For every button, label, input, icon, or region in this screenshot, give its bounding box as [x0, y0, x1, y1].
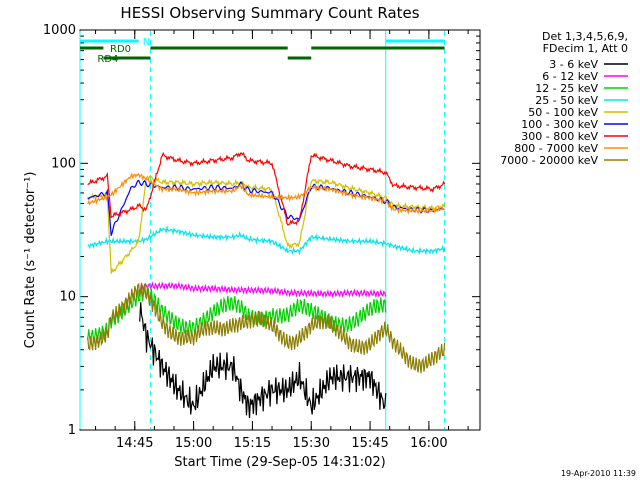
y-tick-label: 1000 — [43, 23, 76, 38]
series-line-6 — [87, 151, 446, 226]
x-tick-label: 15:15 — [234, 436, 271, 451]
footer-date: 19-Apr-2010 11:39 — [561, 469, 636, 478]
legend-entry-label: 25 - 50 keV — [535, 94, 598, 107]
legend-entry-label: 3 - 6 keV — [549, 58, 598, 71]
legend-header-line-2: FDecim 1, Att 0 — [543, 42, 628, 55]
legend-entry-label: 100 - 300 keV — [521, 118, 598, 131]
series-line-8 — [87, 282, 446, 374]
series-line-4 — [87, 175, 446, 274]
x-tick-label: 16:00 — [410, 436, 447, 451]
x-tick-label: 15:45 — [351, 436, 388, 451]
x-axis-label: Start Time (29-Sep-05 14:31:02) — [174, 455, 385, 470]
series-line-5 — [87, 179, 445, 236]
legend: Det 1,3,4,5,6,9, FDecim 1, Att 0 3 - 6 k… — [500, 30, 628, 167]
status-bar-label: N — [143, 37, 150, 48]
legend-entry-label: 6 - 12 keV — [542, 70, 598, 83]
legend-entry-label: 7000 - 20000 keV — [500, 154, 598, 167]
status-bar-label: RD0 — [110, 44, 131, 55]
y-axis-label: Count Rate (s⁻¹ detector⁻¹) — [23, 172, 38, 349]
legend-entry-label: 800 - 7000 keV — [514, 142, 598, 155]
series-line-3 — [87, 225, 446, 256]
chart-title: HESSI Observing Summary Count Rates — [120, 4, 419, 22]
legend-entry-label: 12 - 25 keV — [535, 82, 598, 95]
x-tick-label: 15:30 — [293, 436, 330, 451]
plot-area: 1 10 100 1000 14:45 15:00 15:15 15:30 15:45 16:00… — [43, 23, 481, 451]
y-tick-label: 1 — [68, 423, 76, 438]
status-bar-label: RD4 — [97, 54, 118, 65]
x-tick-label: 15:00 — [175, 436, 212, 451]
series-line-1 — [139, 281, 387, 299]
series-line-7 — [87, 172, 445, 215]
y-tick-label: 100 — [51, 156, 76, 171]
x-tick-label: 14:45 — [116, 436, 153, 451]
legend-entry-label: 300 - 800 keV — [521, 130, 598, 143]
legend-entry-label: 50 - 100 keV — [528, 106, 598, 119]
legend-header-line-1: Det 1,3,4,5,6,9, — [542, 30, 628, 43]
series-line-0 — [139, 302, 387, 419]
y-tick-label: 10 — [59, 290, 76, 305]
